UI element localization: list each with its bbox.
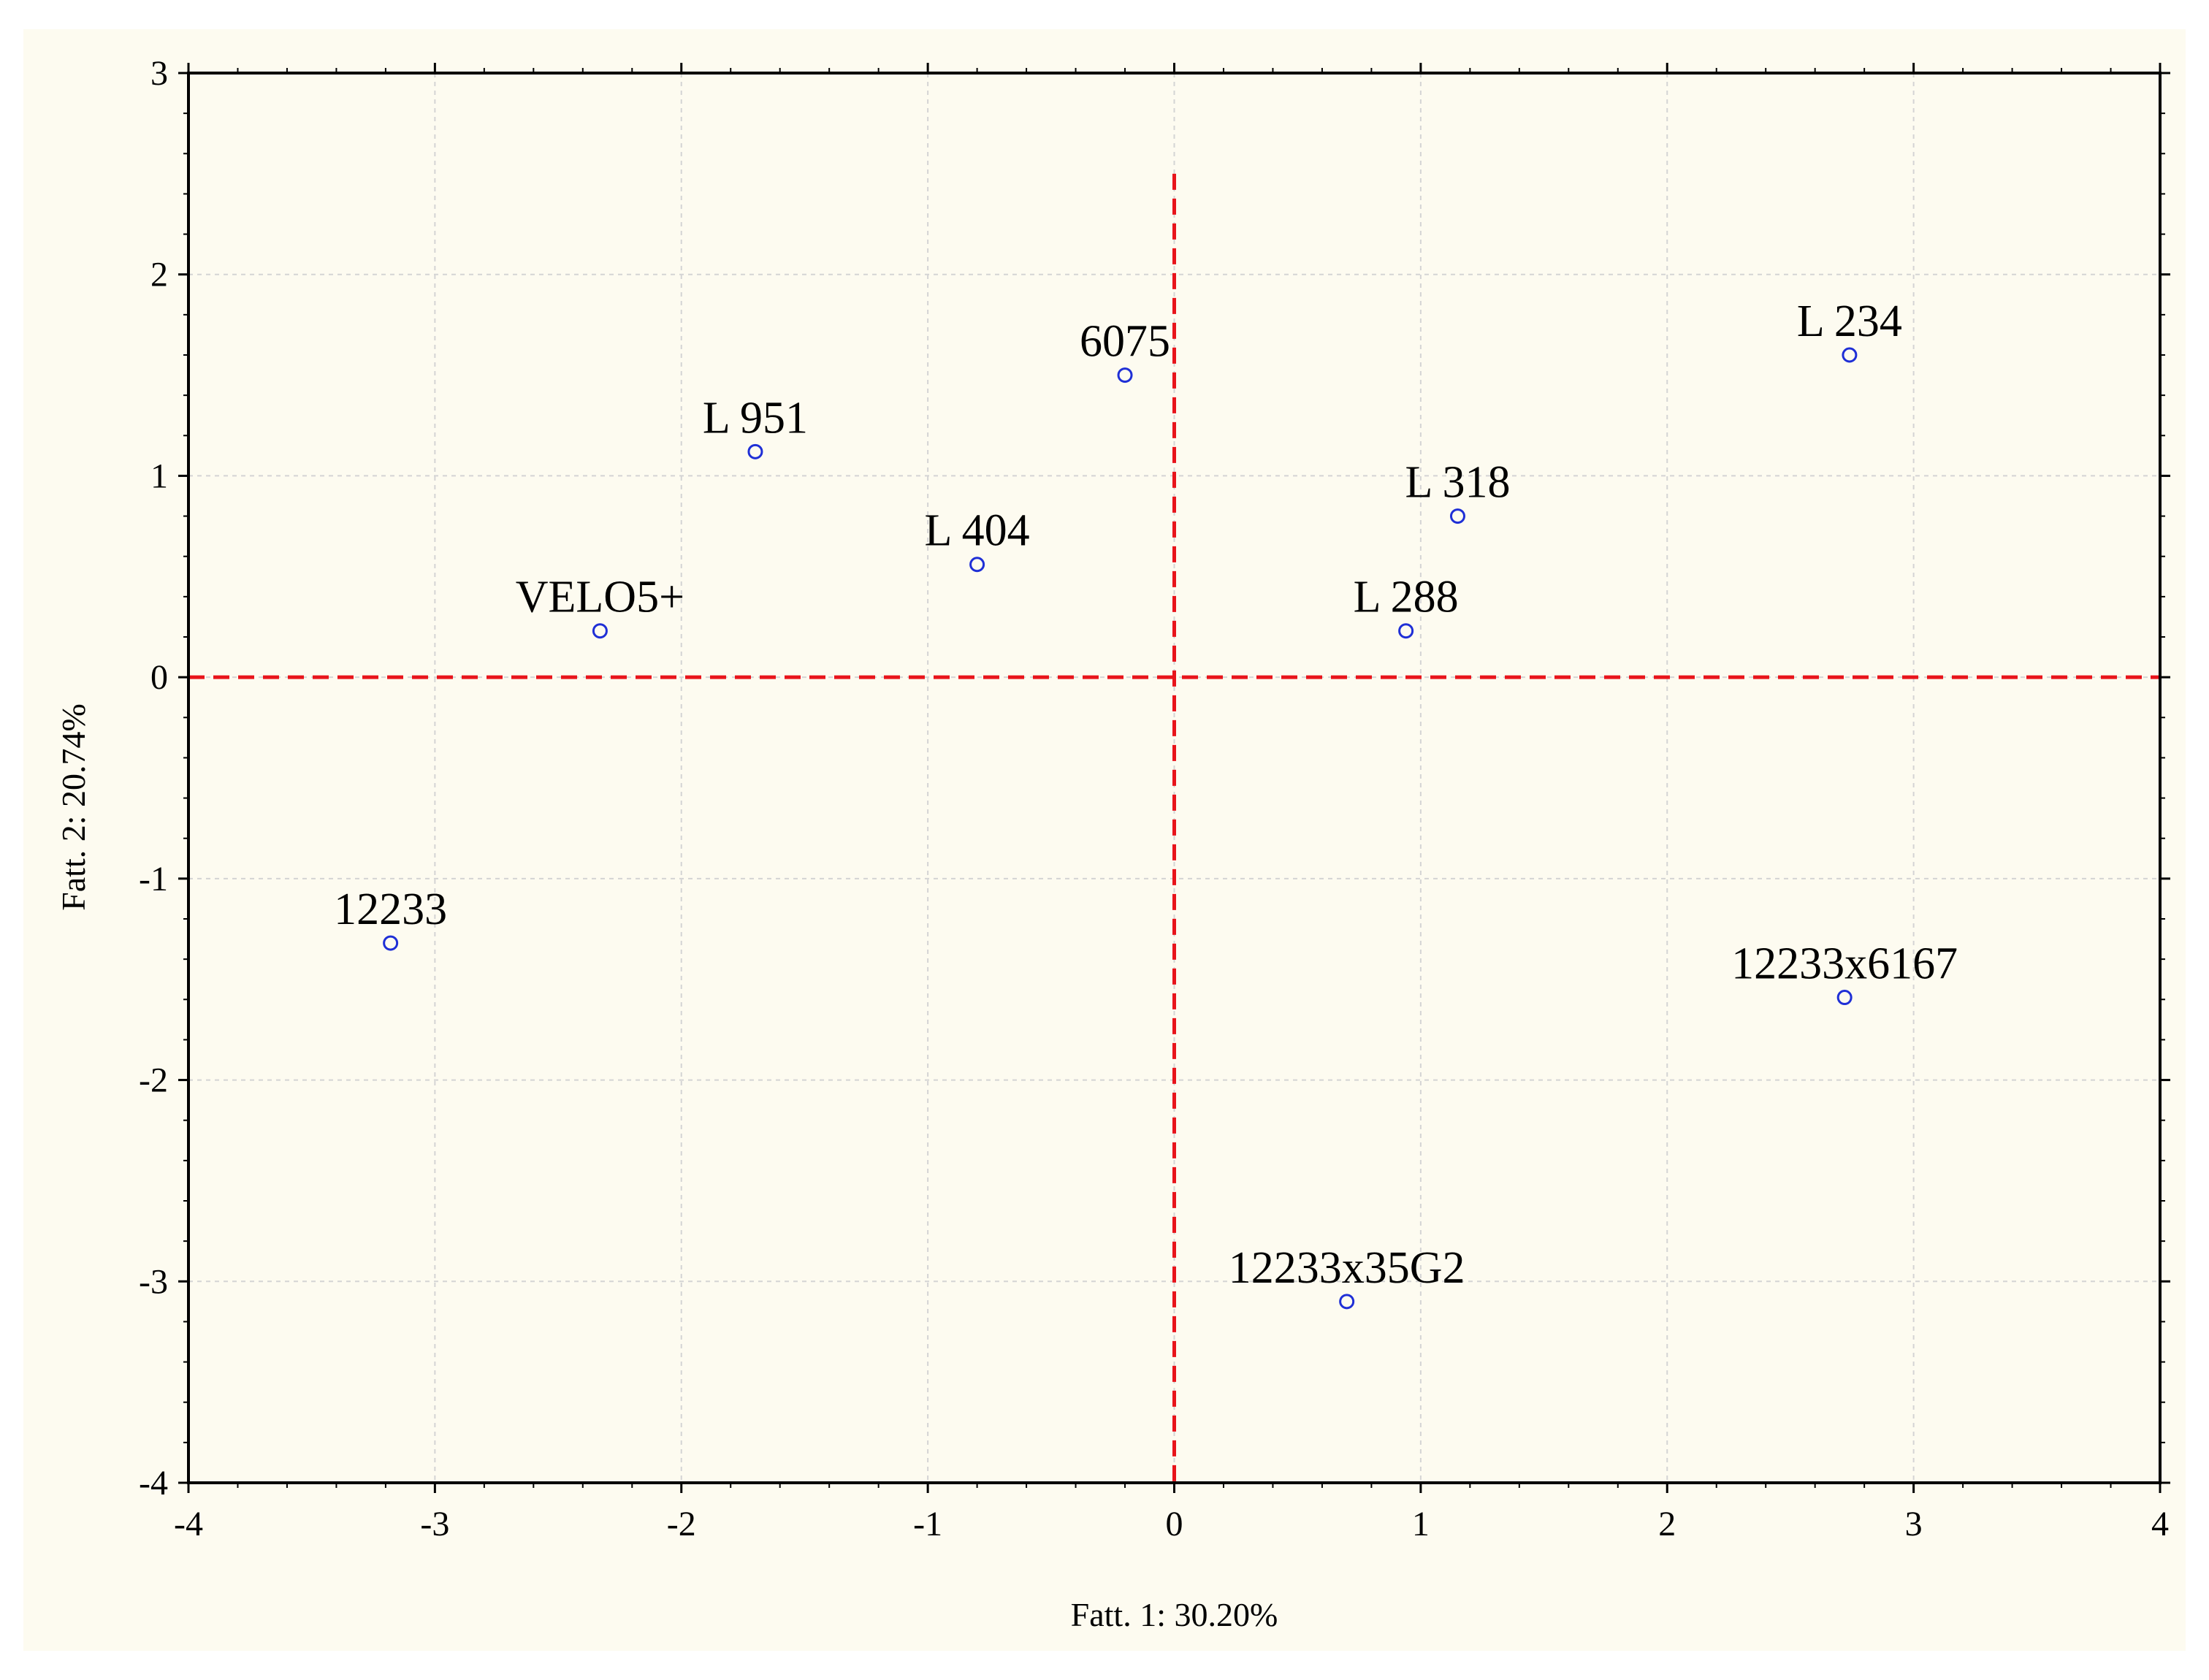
data-point-label: L 404 (925, 506, 1030, 556)
data-point (1842, 347, 1858, 363)
data-point (1449, 508, 1465, 524)
data-point (969, 557, 985, 573)
x-tick-label: -2 (667, 1505, 696, 1543)
data-point-label: 12233x6167 (1731, 939, 1958, 989)
axis-ticks: -4 -3 -2 -1 0 1 2 3 4 -4 -3 -2 -1 0 1 2 3 (139, 54, 2170, 1543)
data-point (1398, 623, 1414, 639)
y-tick-label: -3 (139, 1262, 168, 1301)
data-point (1339, 1294, 1355, 1310)
data-point-label: L 288 (1354, 573, 1459, 622)
x-tick-label: 3 (1905, 1505, 1923, 1543)
x-tick-label: 2 (1658, 1505, 1676, 1543)
y-tick-label: -1 (139, 860, 168, 898)
x-tick-label: 0 (1166, 1505, 1183, 1543)
data-point (747, 443, 763, 459)
y-tick-label: 3 (150, 54, 168, 93)
reference-lines (188, 173, 2160, 1483)
chart-background (23, 29, 2186, 1651)
data-point-label: VELO5+ (516, 573, 684, 622)
data-point (592, 623, 608, 639)
data-point-label: L 234 (1797, 297, 1902, 346)
x-tick-label: -4 (174, 1505, 203, 1543)
data-point-label: 12233x35G2 (1229, 1243, 1465, 1293)
y-tick-label: 1 (150, 457, 168, 495)
x-axis-title: Fatt. 1: 30.20% (1071, 1596, 1278, 1633)
x-tick-label: 1 (1412, 1505, 1430, 1543)
x-tick-label: -1 (913, 1505, 942, 1543)
x-tick-label: 4 (2151, 1505, 2169, 1543)
y-axis-title: Fatt. 2: 20.74% (55, 703, 92, 911)
y-tick-label: -2 (139, 1061, 168, 1100)
y-tick-label: -4 (139, 1464, 168, 1503)
data-point-label: L 318 (1405, 458, 1510, 508)
data-point-label: L 951 (703, 393, 808, 443)
data-point (1117, 367, 1133, 383)
data-point (383, 935, 399, 951)
data-point-label: 6075 (1080, 317, 1170, 367)
data-point-label: 12233 (334, 885, 447, 934)
data-points: 6075 L 951 L 404 VELO5+ 12233 L 234 L 318 L 288… (334, 297, 1958, 1310)
y-tick-label: 2 (150, 256, 168, 294)
data-point (1836, 990, 1853, 1006)
x-tick-label: -3 (420, 1505, 449, 1543)
y-tick-label: 0 (150, 658, 168, 697)
